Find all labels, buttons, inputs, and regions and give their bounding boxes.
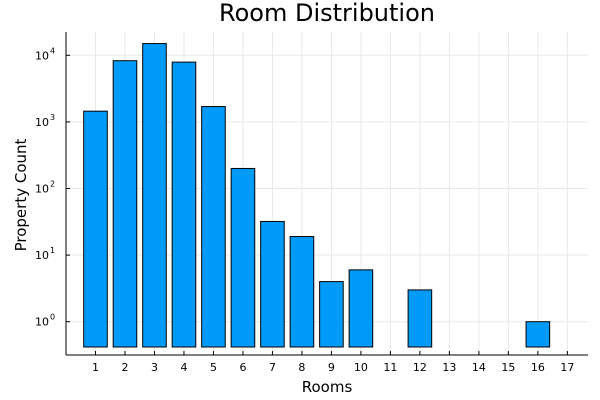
x-tick-label: 14 (472, 361, 486, 374)
bar-rooms-1 (83, 110, 108, 348)
x-tick-label: 1 (92, 361, 99, 374)
x-tick-label: 12 (413, 361, 427, 374)
y-tick-exponent: 2 (50, 180, 55, 189)
bar-rooms-5 (201, 106, 226, 348)
y-tick-label: 10 (35, 49, 49, 62)
y-tick-exponent: 4 (50, 46, 55, 55)
x-tick-label: 9 (328, 361, 335, 374)
bar-rooms-7 (260, 220, 285, 348)
x-tick-label: 15 (501, 361, 515, 374)
bars (83, 43, 551, 348)
x-tick-label: 16 (531, 361, 545, 374)
y-axis-label: Property Count (12, 138, 30, 251)
y-tick-label: 10 (35, 316, 49, 329)
bar-rooms-12 (407, 289, 433, 348)
bar-rooms-10 (348, 269, 374, 348)
x-tick-label: 13 (442, 361, 456, 374)
x-tick-label: 17 (560, 361, 574, 374)
bar-rooms-8 (289, 236, 315, 348)
y-tick-exponent: 3 (50, 113, 55, 122)
y-tick-label: 10 (35, 116, 49, 129)
x-tick-label: 7 (269, 361, 276, 374)
y-tick-label: 10 (35, 183, 49, 196)
x-tick-label: 4 (180, 361, 187, 374)
bar-rooms-9 (319, 281, 344, 348)
x-tick-label: 3 (151, 361, 158, 374)
y-tick-exponent: 1 (50, 246, 55, 255)
chart-title: Room Distribution (219, 0, 435, 27)
bar-rooms-3 (142, 43, 167, 348)
bar-rooms-4 (171, 61, 197, 348)
bar-rooms-6 (230, 167, 256, 348)
x-tick-label: 5 (210, 361, 217, 374)
bar-rooms-16 (525, 321, 551, 348)
x-tick-label: 8 (298, 361, 305, 374)
x-tick-label: 10 (354, 361, 368, 374)
x-tick-label: 11 (383, 361, 397, 374)
x-tick-label: 2 (121, 361, 128, 374)
x-axis-label: Rooms (302, 378, 353, 396)
y-tick-label: 10 (35, 249, 49, 262)
x-tick-label: 6 (239, 361, 246, 374)
bar-rooms-2 (112, 60, 138, 348)
y-tick-exponent: 0 (50, 313, 55, 322)
